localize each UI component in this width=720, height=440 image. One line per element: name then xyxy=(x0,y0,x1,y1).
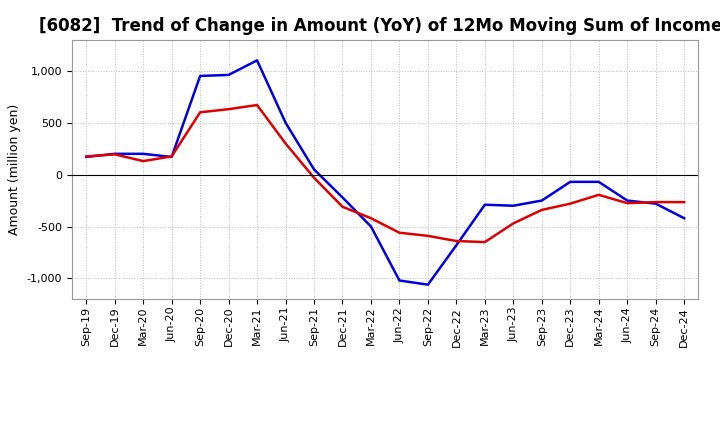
Ordinary Income xyxy=(566,179,575,184)
Ordinary Income xyxy=(652,201,660,206)
Net Income xyxy=(139,158,148,164)
Net Income xyxy=(225,106,233,112)
Ordinary Income xyxy=(253,58,261,63)
Line: Ordinary Income: Ordinary Income xyxy=(86,60,684,285)
Net Income xyxy=(509,221,518,226)
Ordinary Income xyxy=(537,198,546,203)
Net Income xyxy=(537,207,546,213)
Net Income xyxy=(253,103,261,108)
Ordinary Income xyxy=(82,154,91,160)
Net Income xyxy=(196,110,204,115)
Net Income xyxy=(366,216,375,221)
Net Income xyxy=(82,154,91,159)
Title: [6082]  Trend of Change in Amount (YoY) of 12Mo Moving Sum of Incomes: [6082] Trend of Change in Amount (YoY) o… xyxy=(39,17,720,35)
Ordinary Income xyxy=(110,151,119,157)
Net Income xyxy=(680,199,688,205)
Net Income xyxy=(452,238,461,244)
Ordinary Income xyxy=(480,202,489,207)
Ordinary Income xyxy=(366,224,375,229)
Ordinary Income xyxy=(225,72,233,77)
Ordinary Income xyxy=(310,167,318,172)
Ordinary Income xyxy=(167,154,176,160)
Ordinary Income xyxy=(595,179,603,184)
Net Income xyxy=(110,152,119,157)
Net Income xyxy=(338,204,347,209)
Net Income xyxy=(423,233,432,238)
Line: Net Income: Net Income xyxy=(86,105,684,242)
Ordinary Income xyxy=(139,151,148,157)
Net Income xyxy=(652,199,660,205)
Net Income xyxy=(480,239,489,245)
Ordinary Income xyxy=(452,242,461,248)
Ordinary Income xyxy=(509,203,518,209)
Net Income xyxy=(310,175,318,180)
Net Income xyxy=(595,192,603,198)
Ordinary Income xyxy=(623,198,631,203)
Ordinary Income xyxy=(338,195,347,200)
Ordinary Income xyxy=(395,278,404,283)
Net Income xyxy=(623,201,631,206)
Net Income xyxy=(167,154,176,159)
Net Income xyxy=(566,201,575,206)
Ordinary Income xyxy=(680,216,688,221)
Ordinary Income xyxy=(282,120,290,125)
Ordinary Income xyxy=(423,282,432,287)
Ordinary Income xyxy=(196,73,204,79)
Net Income xyxy=(395,230,404,235)
Net Income xyxy=(282,141,290,146)
Y-axis label: Amount (million yen): Amount (million yen) xyxy=(8,104,21,235)
